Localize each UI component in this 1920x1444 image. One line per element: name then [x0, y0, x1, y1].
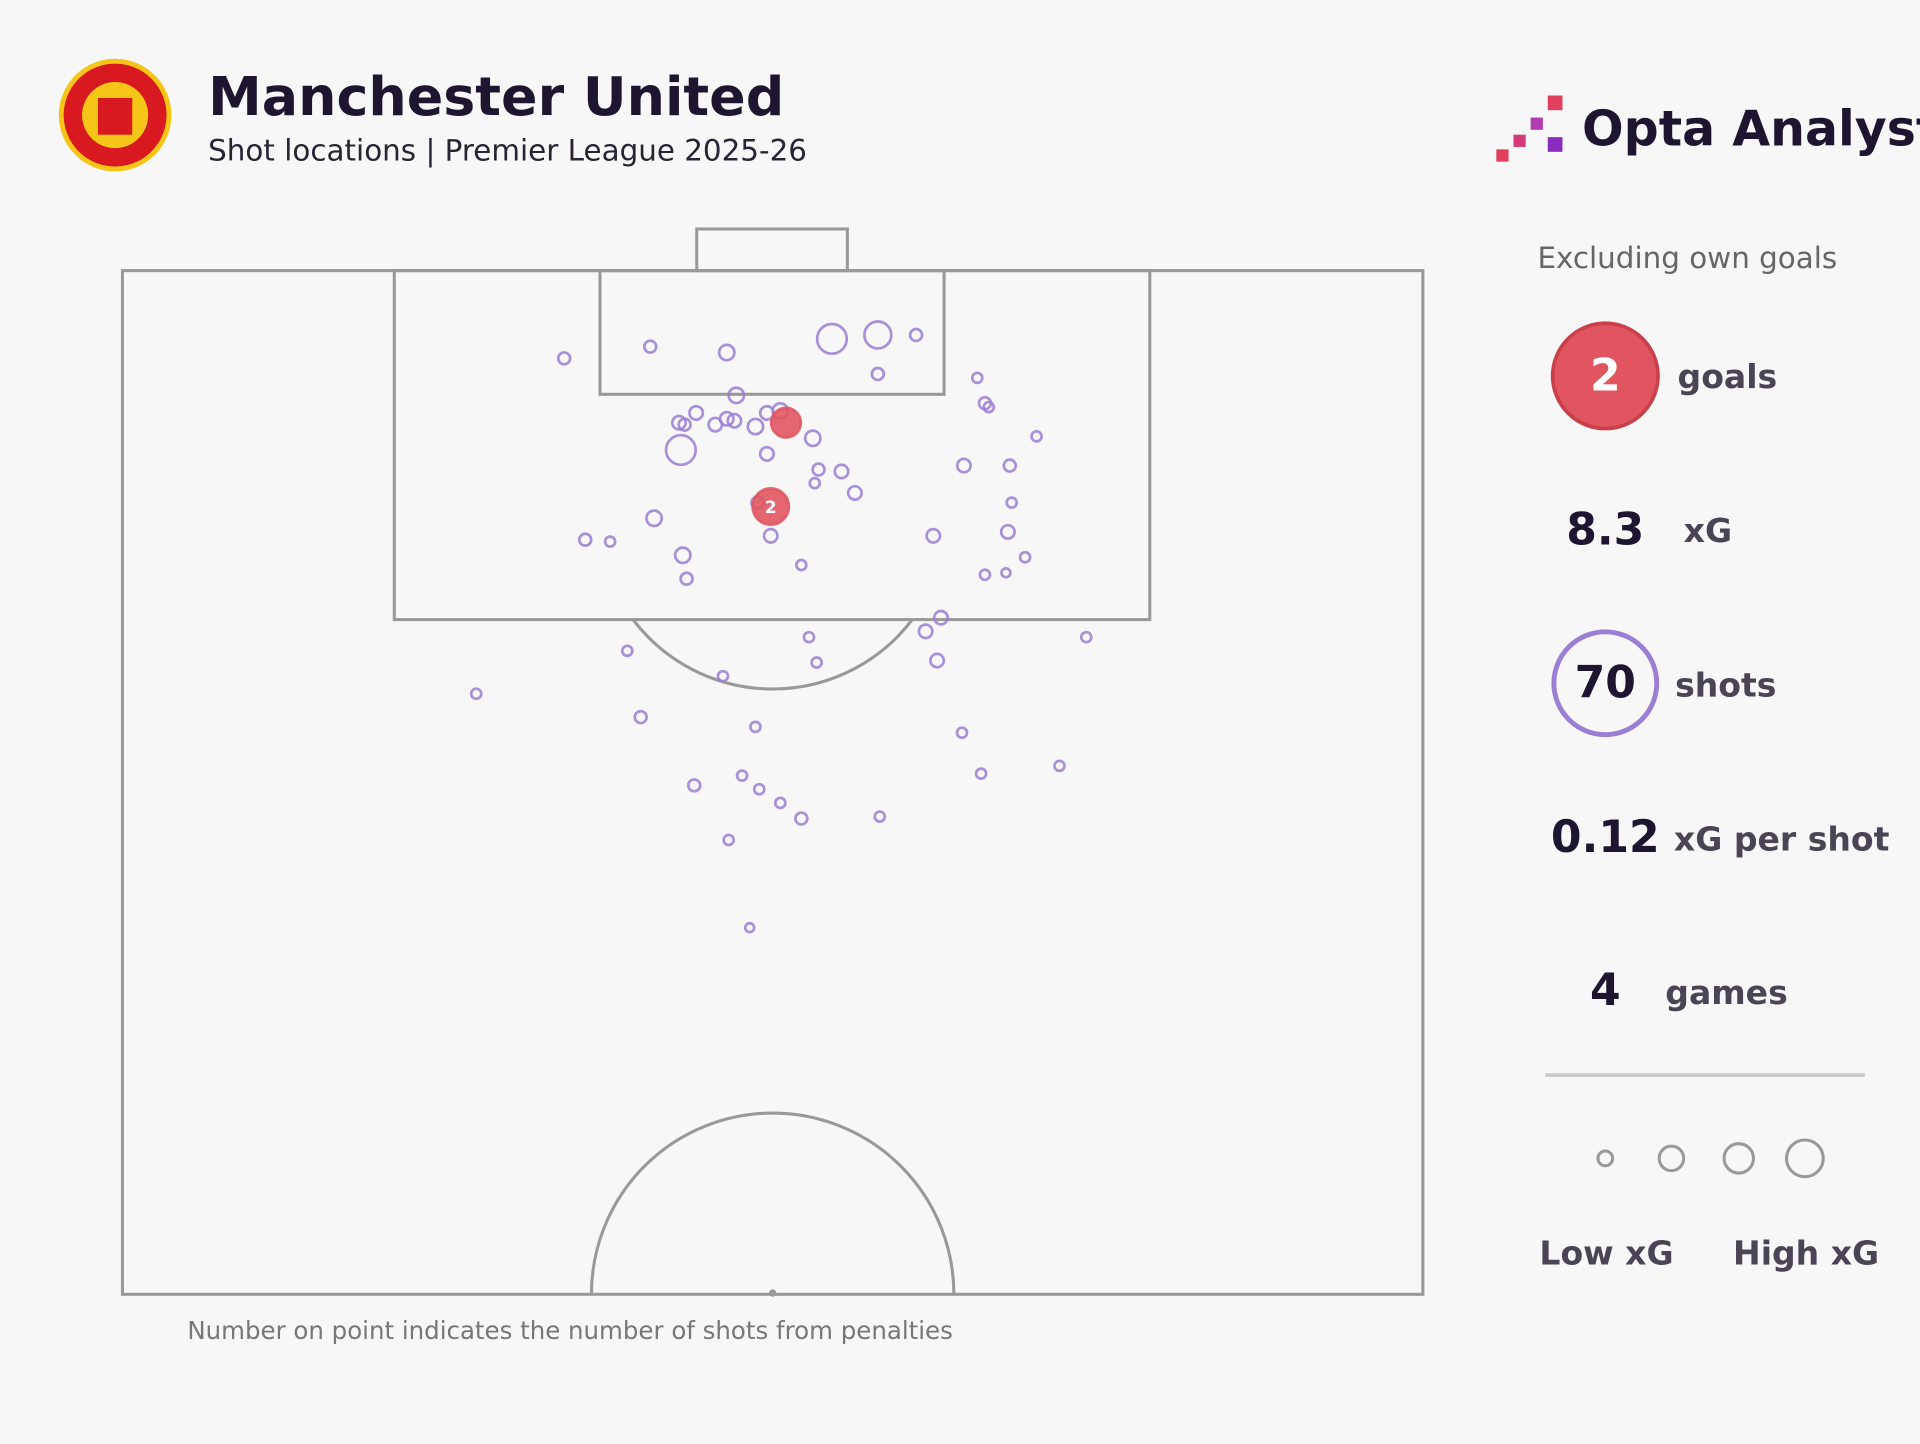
xg-label: xG [1684, 511, 1732, 550]
shot [603, 535, 617, 549]
shot [1079, 630, 1093, 644]
shot [815, 322, 849, 356]
shot [717, 343, 736, 362]
shot [673, 546, 692, 565]
pitch [120, 227, 1425, 1297]
goals-badge [1550, 321, 1660, 431]
shot [1053, 759, 1066, 773]
shot [633, 709, 648, 725]
shot [758, 445, 775, 462]
shot [1018, 550, 1032, 564]
shot [917, 623, 934, 640]
legend-high: High xG [1733, 1234, 1879, 1273]
goals-value: 2 [1590, 350, 1621, 401]
shot [718, 410, 735, 427]
shot [794, 811, 809, 826]
goals-label: goals [1678, 357, 1778, 396]
shot [846, 484, 863, 501]
size-legend [1596, 1138, 1825, 1179]
shots-label: shots [1675, 665, 1776, 704]
shot [749, 720, 762, 734]
shot [970, 371, 984, 385]
xg-per-shot-value: 0.12 [1551, 812, 1660, 863]
shot [642, 339, 658, 354]
shot [925, 527, 942, 544]
club-crest [58, 58, 172, 172]
shot [999, 523, 1016, 540]
shot [863, 320, 893, 350]
brand-logo [1496, 95, 1563, 162]
shot [1030, 429, 1043, 443]
shot [803, 429, 822, 448]
shot [577, 532, 593, 547]
shot [870, 366, 886, 382]
shot [679, 571, 694, 586]
goal [769, 406, 803, 439]
shot [722, 833, 736, 847]
shots-value: 70 [1575, 658, 1636, 709]
shot [929, 652, 946, 669]
shot [1000, 567, 1012, 579]
penalty-count: 2 [765, 498, 777, 518]
shot [752, 782, 766, 796]
shot [955, 726, 969, 740]
shot [645, 509, 664, 528]
filter-note: Excluding own goals [1537, 241, 1837, 275]
shot [982, 400, 996, 414]
shot [664, 433, 698, 467]
games-value: 4 [1590, 965, 1621, 1016]
shot [873, 810, 887, 823]
shot [811, 462, 826, 477]
shot [716, 669, 730, 683]
shot [688, 404, 705, 421]
shot [794, 558, 808, 572]
shot [670, 414, 687, 431]
shot [686, 778, 702, 793]
shots: 2 [469, 320, 1093, 934]
shot [978, 568, 992, 582]
shot [469, 687, 483, 701]
shot [808, 476, 822, 490]
shot [620, 644, 634, 658]
shot [773, 796, 787, 810]
shot [908, 327, 924, 343]
shot [762, 527, 779, 544]
shot [955, 457, 972, 474]
xg-per-shot-label: xG per shot [1674, 820, 1890, 859]
shot [746, 417, 765, 436]
shot [743, 921, 756, 934]
subtitle: Shot locations | Premier League 2025-26 [208, 133, 807, 168]
shot [726, 412, 743, 429]
xg-value: 8.3 [1566, 505, 1644, 556]
shot [735, 769, 749, 782]
shot [932, 609, 949, 626]
shot [727, 386, 746, 405]
footnote: Number on point indicates the number of … [187, 1316, 953, 1345]
shot [556, 351, 572, 366]
shot [677, 417, 692, 432]
games-label: games [1665, 973, 1787, 1012]
shot [810, 656, 824, 669]
shots-badge [1551, 629, 1660, 738]
shot [833, 463, 850, 480]
brand: Opta Analyst [1582, 101, 1920, 158]
title: Manchester United [208, 65, 784, 128]
shot [1002, 458, 1018, 473]
legend-low: Low xG [1539, 1234, 1673, 1273]
shot [802, 630, 816, 644]
shot [974, 767, 988, 781]
goal [751, 487, 791, 527]
shot [1005, 496, 1019, 510]
